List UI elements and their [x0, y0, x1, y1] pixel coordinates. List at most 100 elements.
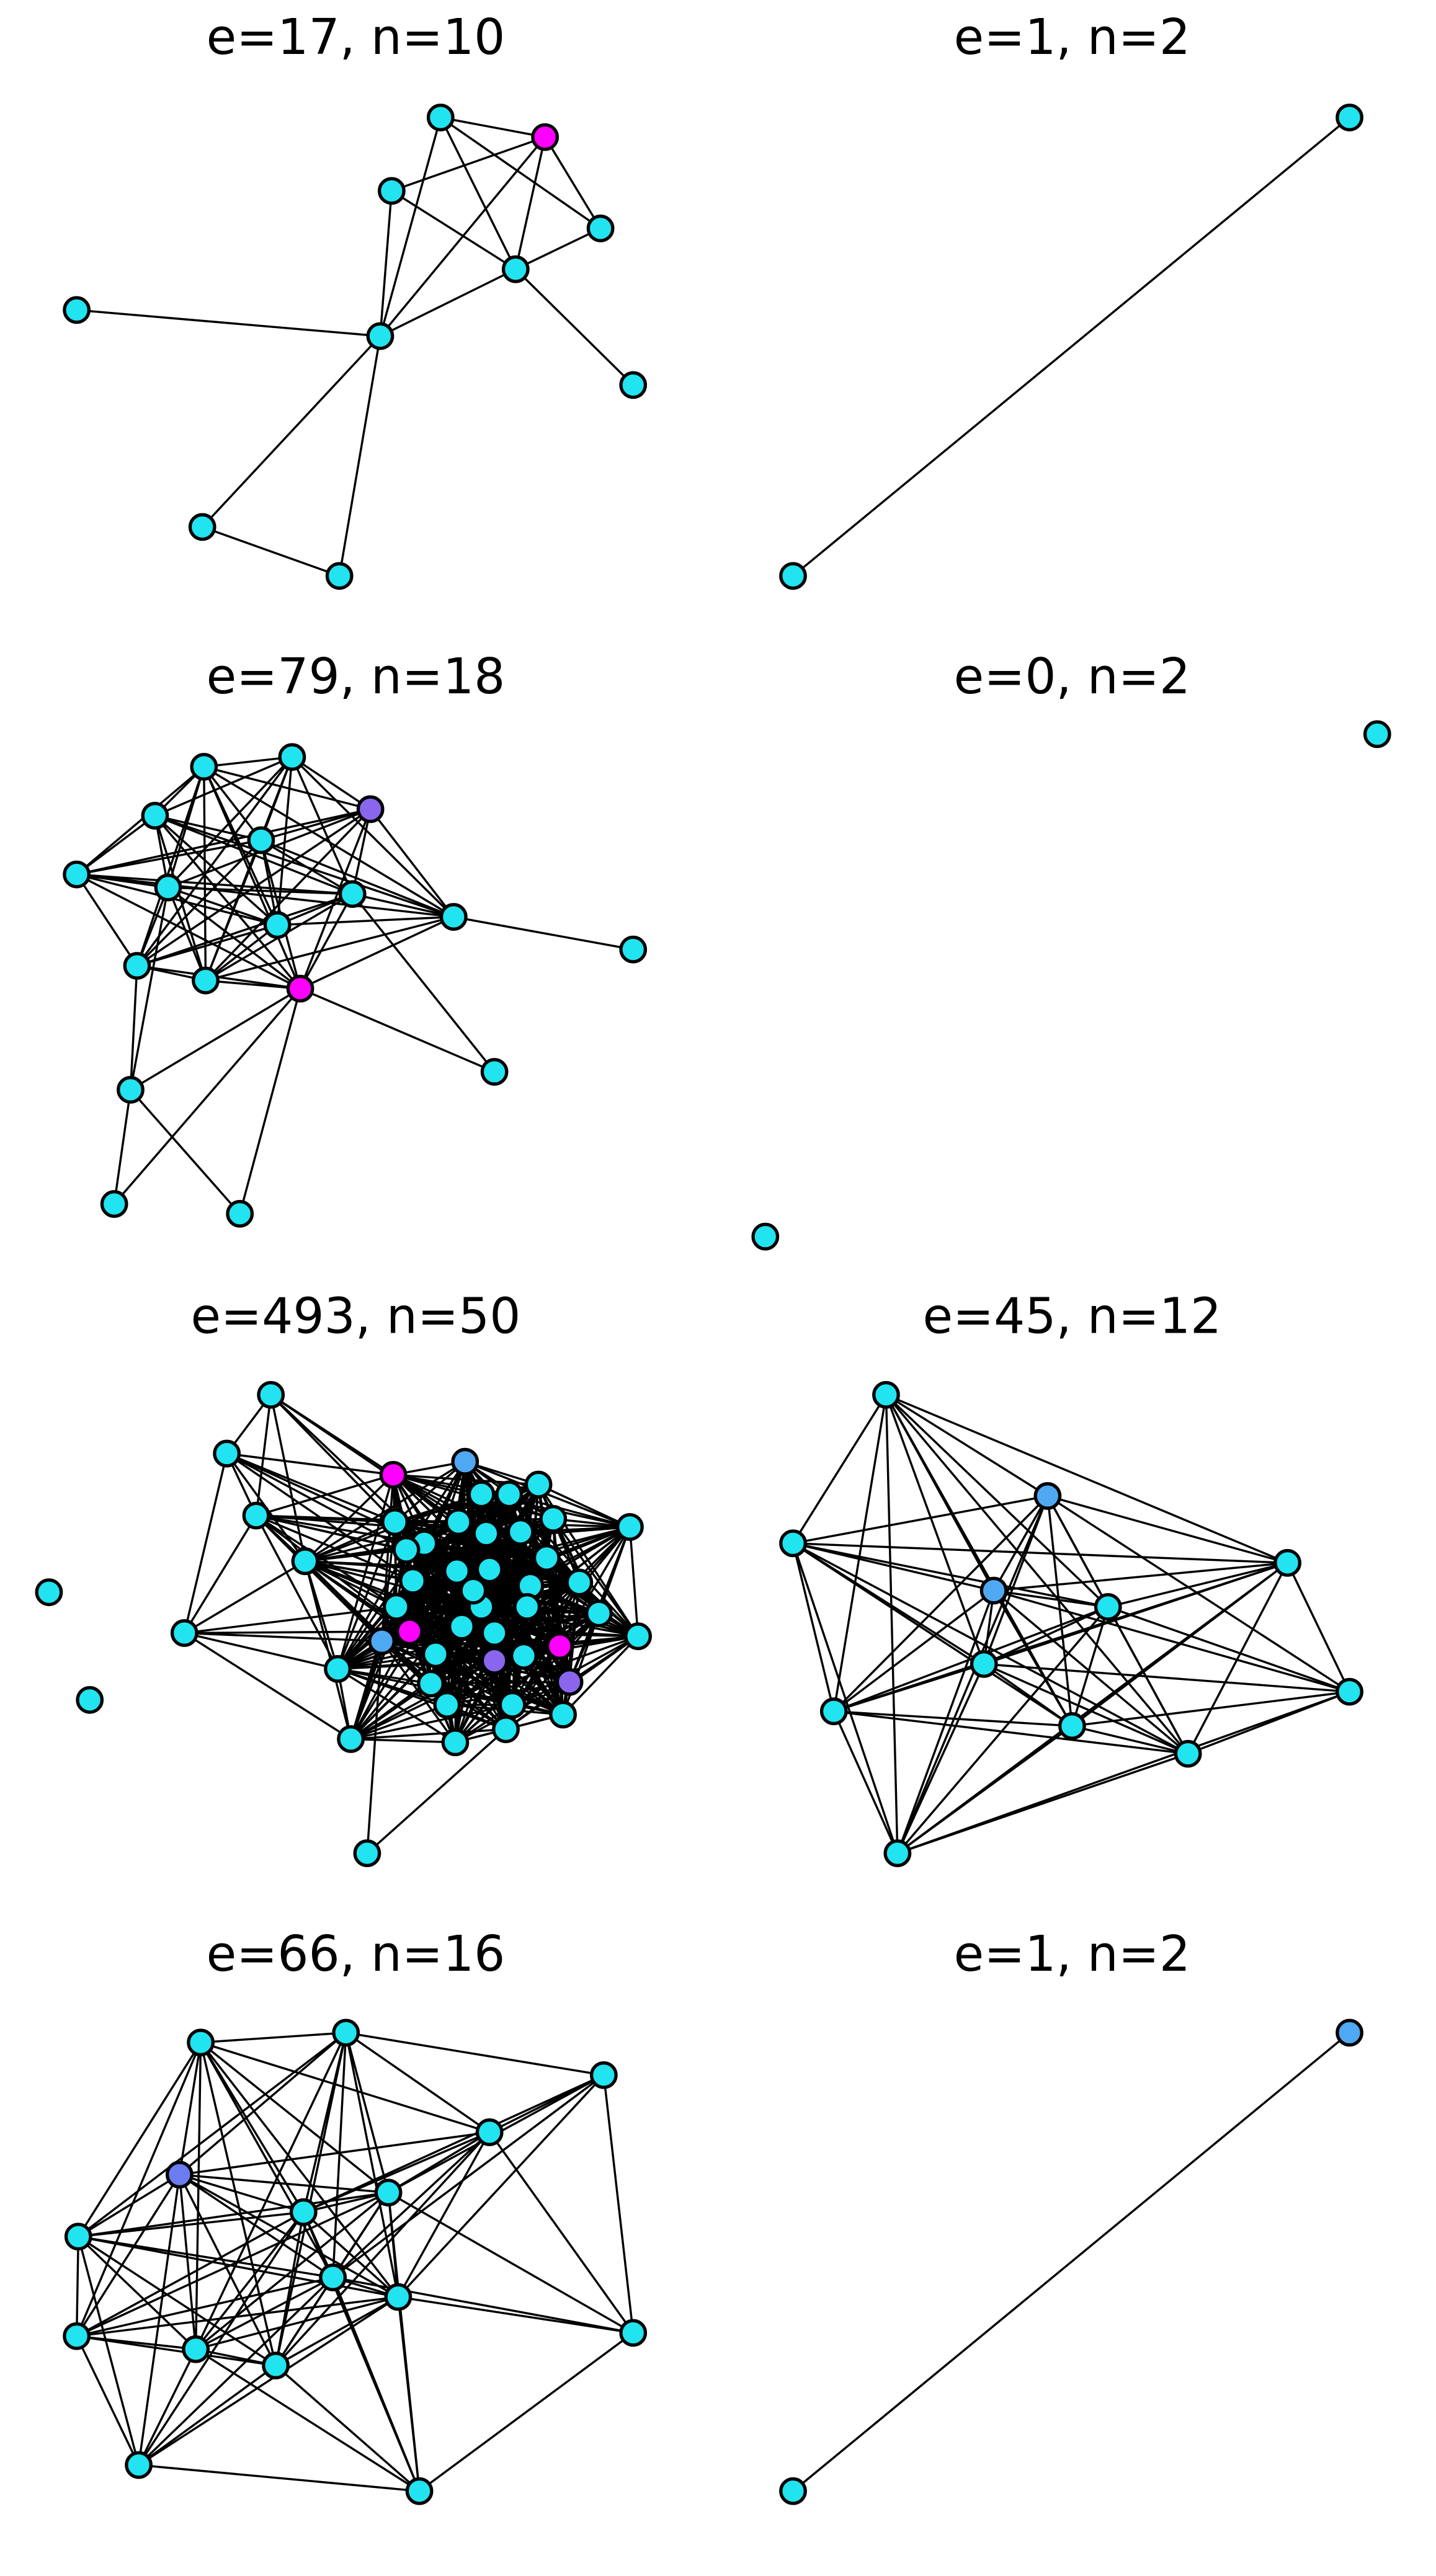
edge — [350, 1728, 506, 1741]
edge — [76, 873, 353, 895]
edge — [396, 1606, 495, 1635]
edge — [332, 2276, 421, 2492]
edge — [195, 2296, 399, 2350]
edge — [993, 1589, 1350, 1693]
node — [1336, 2019, 1363, 2047]
node — [565, 1568, 594, 1597]
edge — [332, 2074, 605, 2278]
edge — [76, 815, 156, 876]
edge — [261, 808, 371, 842]
edge — [793, 1542, 1288, 1564]
edge — [1071, 1725, 1188, 1755]
edge — [226, 1452, 394, 1476]
node — [123, 952, 151, 980]
node — [405, 2477, 434, 2505]
edge — [1187, 1562, 1289, 1754]
edge — [833, 1589, 995, 1713]
edge — [792, 1543, 899, 1854]
edge — [395, 1493, 482, 1524]
node — [443, 1557, 471, 1585]
edge — [379, 117, 442, 337]
edge — [78, 2236, 333, 2279]
node — [213, 1439, 241, 1468]
edge — [138, 2348, 197, 2466]
edge — [350, 1703, 513, 1741]
edge — [544, 136, 602, 229]
panel-title: e=66, n=16 — [207, 1925, 506, 1983]
edge — [136, 839, 262, 967]
node — [422, 1640, 450, 1668]
edge — [303, 2074, 605, 2213]
edge — [446, 1632, 496, 1706]
node — [192, 966, 220, 995]
node — [125, 2451, 153, 2479]
edge — [345, 2032, 399, 2298]
edge — [394, 1460, 466, 1523]
node — [524, 1470, 553, 1499]
edge — [184, 1632, 352, 1740]
graph-panel: e=45, n=12 — [779, 1287, 1363, 1867]
node — [448, 1612, 476, 1641]
edge — [199, 2042, 277, 2366]
edge — [274, 2211, 305, 2366]
edge — [200, 2032, 346, 2044]
node — [247, 826, 275, 855]
graph-panel: e=0, n=2 — [751, 648, 1391, 1251]
node — [319, 2263, 347, 2291]
edge — [179, 2174, 389, 2194]
edge — [201, 335, 381, 528]
node — [262, 2352, 290, 2379]
edge — [200, 2041, 399, 2298]
node — [532, 1544, 561, 1572]
edge — [983, 1663, 1073, 1727]
edge — [349, 1606, 398, 1739]
node — [63, 2322, 91, 2350]
panel-title: e=1, n=2 — [954, 9, 1190, 66]
node — [170, 1619, 198, 1647]
node — [63, 296, 91, 324]
edge — [446, 1654, 525, 1706]
edge — [239, 988, 301, 1214]
node — [242, 1501, 270, 1530]
edge — [351, 809, 372, 895]
edge — [397, 2131, 491, 2298]
node — [549, 1700, 577, 1729]
node — [392, 1535, 421, 1564]
edge — [305, 1548, 407, 1563]
edge — [350, 1653, 437, 1740]
edge — [76, 873, 301, 990]
node — [226, 1199, 254, 1228]
edge — [76, 873, 278, 926]
panel-title: e=0, n=2 — [954, 648, 1190, 705]
node — [1363, 720, 1391, 748]
node — [624, 1622, 652, 1651]
edge — [793, 1542, 994, 1592]
edge — [379, 190, 393, 337]
node — [286, 974, 314, 1003]
edge — [552, 1518, 600, 1614]
edge — [896, 1725, 1073, 1854]
edge — [179, 2032, 347, 2176]
edge — [336, 1521, 396, 1669]
node — [779, 1529, 807, 1558]
edge — [453, 915, 634, 951]
node — [441, 1728, 470, 1757]
edge — [195, 2032, 347, 2350]
node — [399, 1566, 427, 1595]
edge — [419, 2332, 634, 2492]
node — [100, 1190, 128, 1218]
edge — [885, 1393, 1288, 1564]
node — [368, 1627, 396, 1655]
node — [779, 562, 807, 590]
node — [539, 1504, 568, 1533]
edge — [351, 893, 496, 1073]
edge — [792, 1542, 1073, 1727]
node — [619, 2319, 648, 2347]
edge — [167, 756, 293, 889]
edge — [369, 808, 455, 918]
graph-panel: e=17, n=10 — [63, 9, 648, 590]
graph-panel: e=66, n=16 — [63, 1925, 648, 2505]
node — [433, 1690, 462, 1719]
edge — [388, 2192, 634, 2334]
